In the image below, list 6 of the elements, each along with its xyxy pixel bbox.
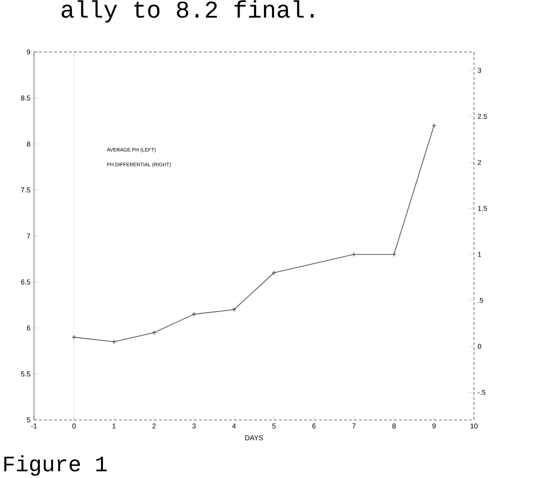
point	[352, 252, 356, 257]
point	[392, 252, 396, 257]
point	[152, 330, 156, 335]
point	[232, 307, 236, 312]
caption: Figure 1	[4, 455, 107, 476]
text: ally to 8.2 final.	[62, 0, 314, 23]
